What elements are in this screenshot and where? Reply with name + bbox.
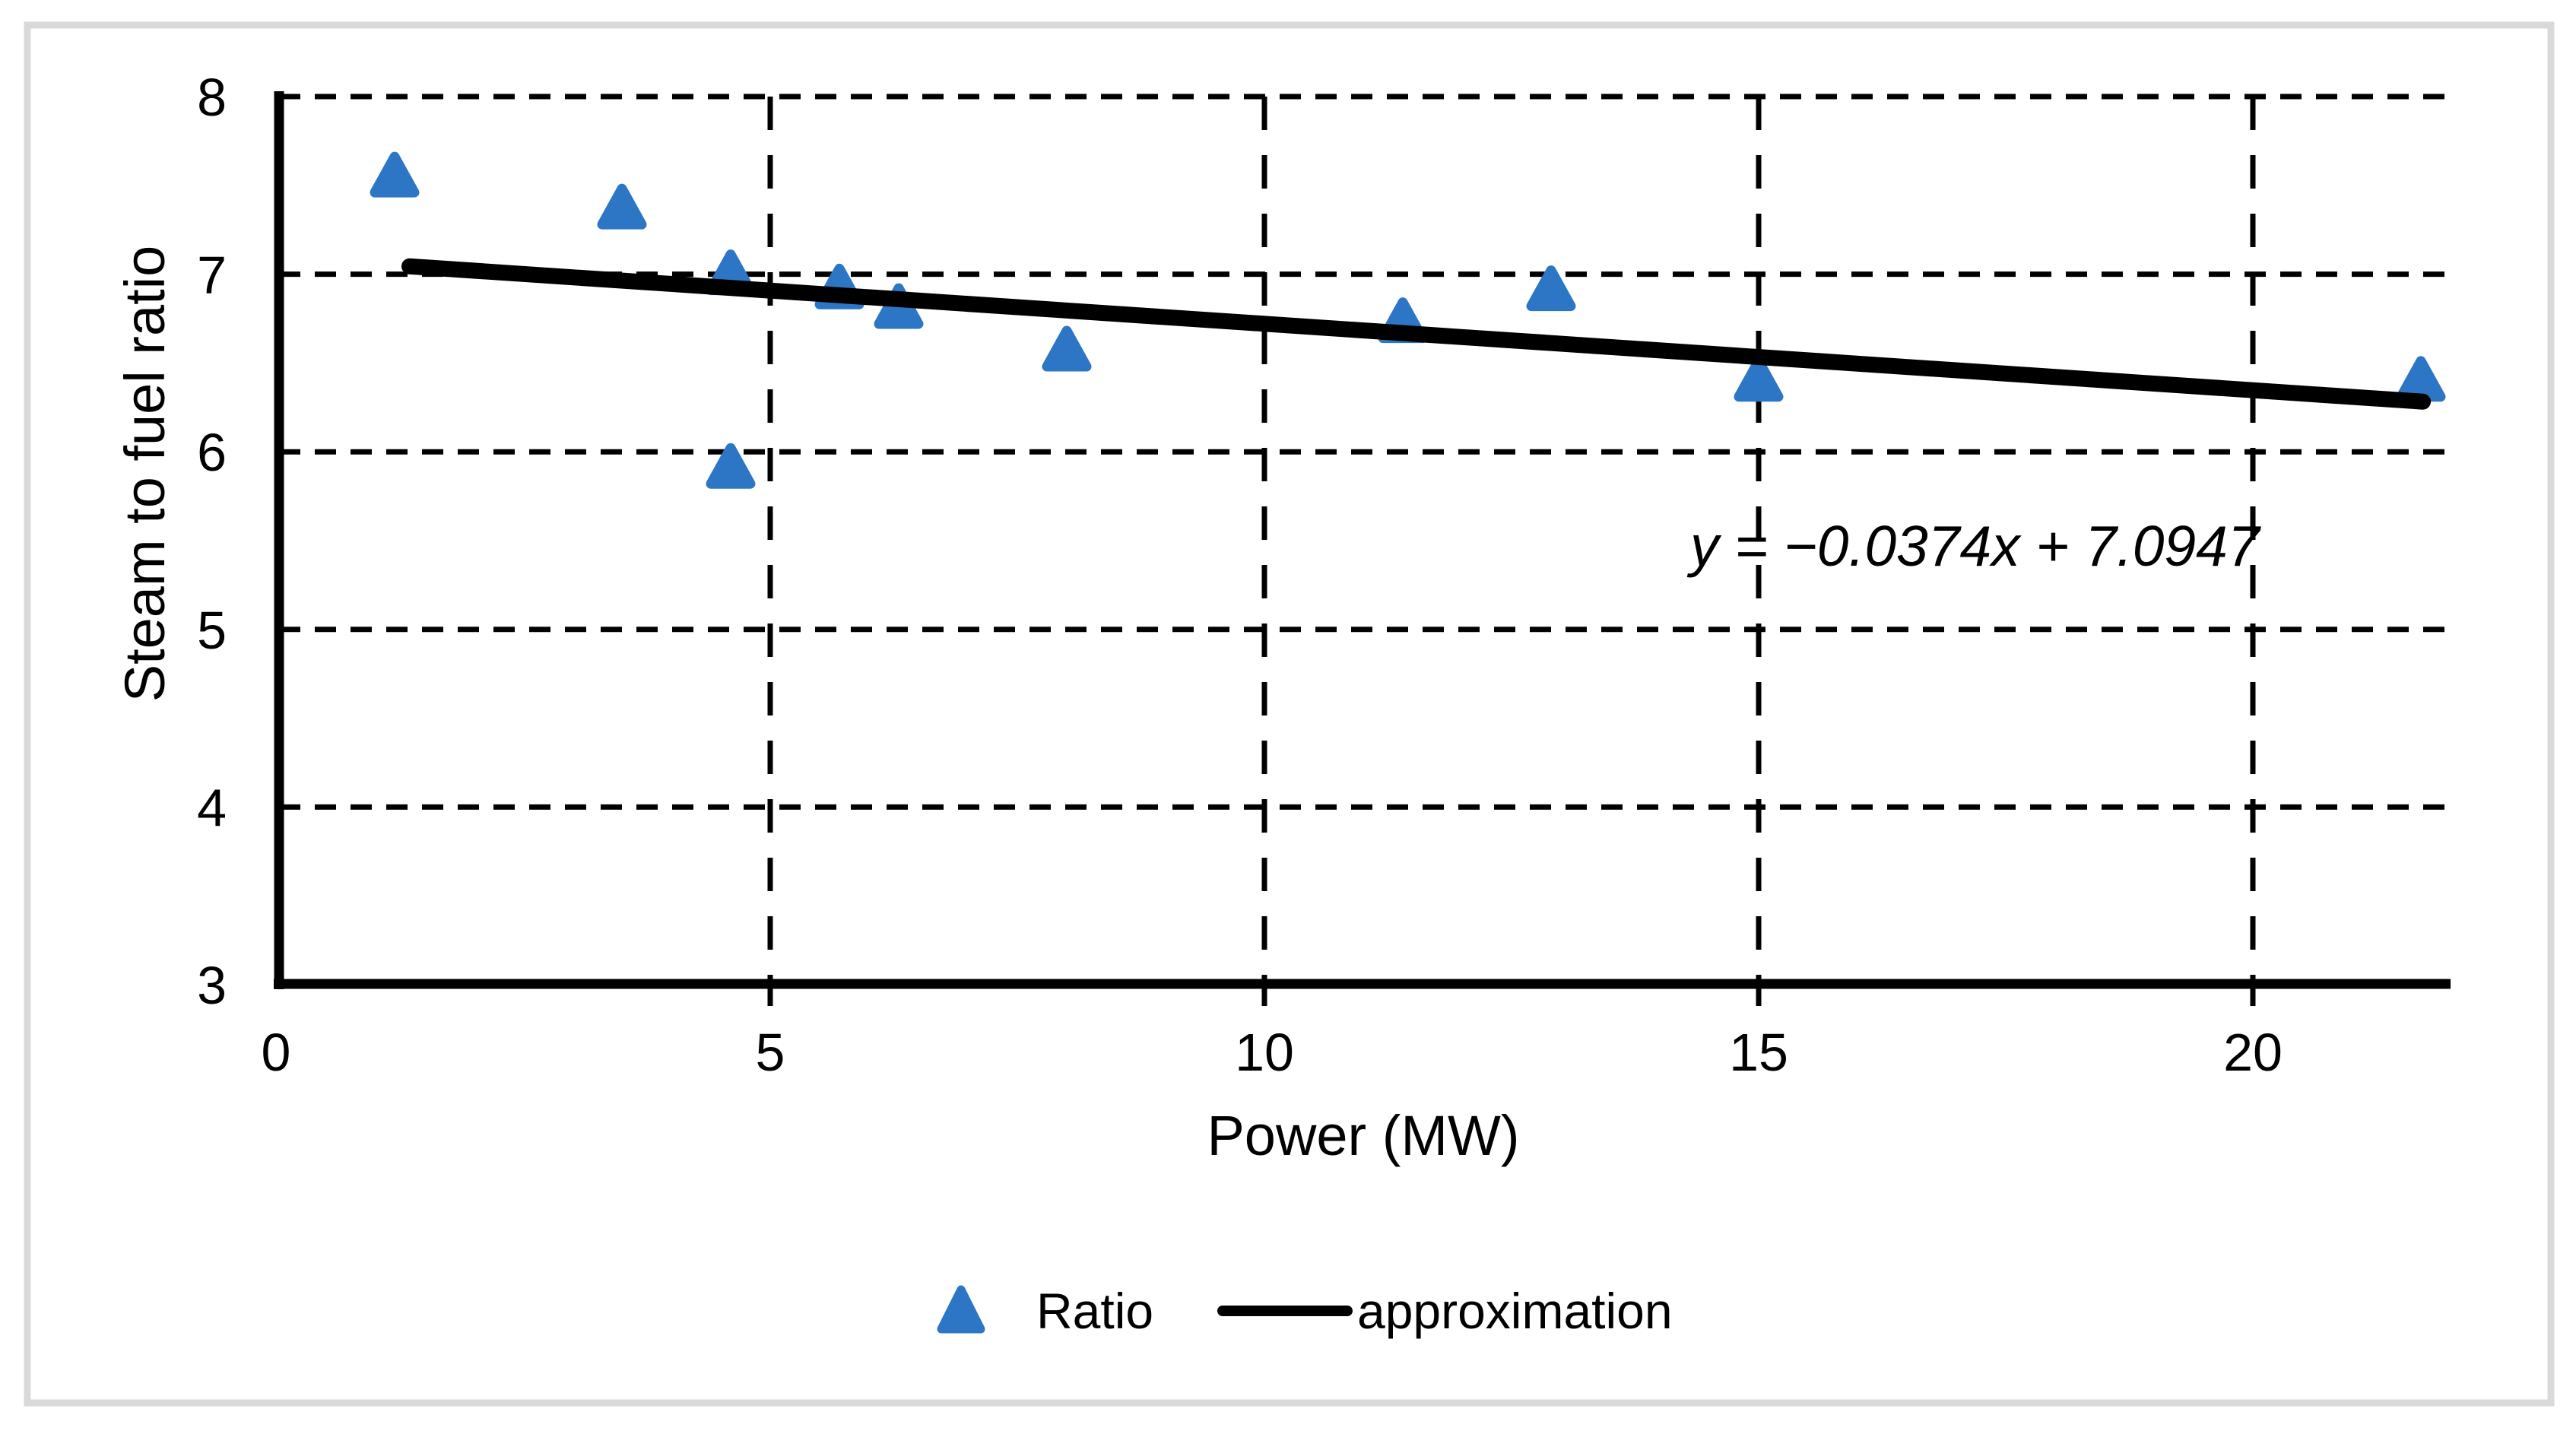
- data-point-marker: [1042, 325, 1092, 372]
- legend-approximation-label: approximation: [1357, 1283, 1673, 1339]
- y-tick-label-7: 7: [197, 246, 227, 305]
- series-layer: [370, 151, 2446, 489]
- x-tick-label-20: 20: [2223, 1023, 2283, 1082]
- data-point-marker: [597, 183, 647, 230]
- trendline-equation-label: y = −0.0374x + 7.0947: [1686, 514, 2262, 578]
- data-point-marker: [1526, 265, 1576, 312]
- x-tick-label-15: 15: [1729, 1023, 1788, 1082]
- y-tick-label-4: 4: [197, 778, 227, 837]
- y-tick-label-5: 5: [197, 601, 227, 660]
- tick-labels: 3 4 5 6 7 8 0 5 10 15 20: [197, 68, 2283, 1082]
- y-tick-label-3: 3: [197, 956, 227, 1015]
- x-tick-label-0: 0: [262, 1023, 291, 1082]
- data-point-marker: [1734, 356, 1784, 402]
- legend-ratio-label: Ratio: [1036, 1283, 1153, 1339]
- y-axis-title: Steam to fuel ratio: [113, 246, 176, 703]
- y-tick-label-8: 8: [197, 68, 227, 127]
- chart-frame-border: [24, 21, 2555, 1407]
- data-point-marker: [706, 443, 756, 489]
- x-axis-title: Power (MW): [1207, 1104, 1519, 1167]
- data-point-marker: [370, 151, 420, 198]
- legend-ratio-triangle-icon: [937, 1285, 985, 1334]
- x-tick-label-5: 5: [756, 1023, 785, 1082]
- y-tick-label-6: 6: [197, 423, 227, 482]
- x-tick-label-10: 10: [1235, 1023, 1294, 1082]
- legend: Ratio approximation: [937, 1283, 1673, 1339]
- approximation-trendline: [401, 258, 2432, 410]
